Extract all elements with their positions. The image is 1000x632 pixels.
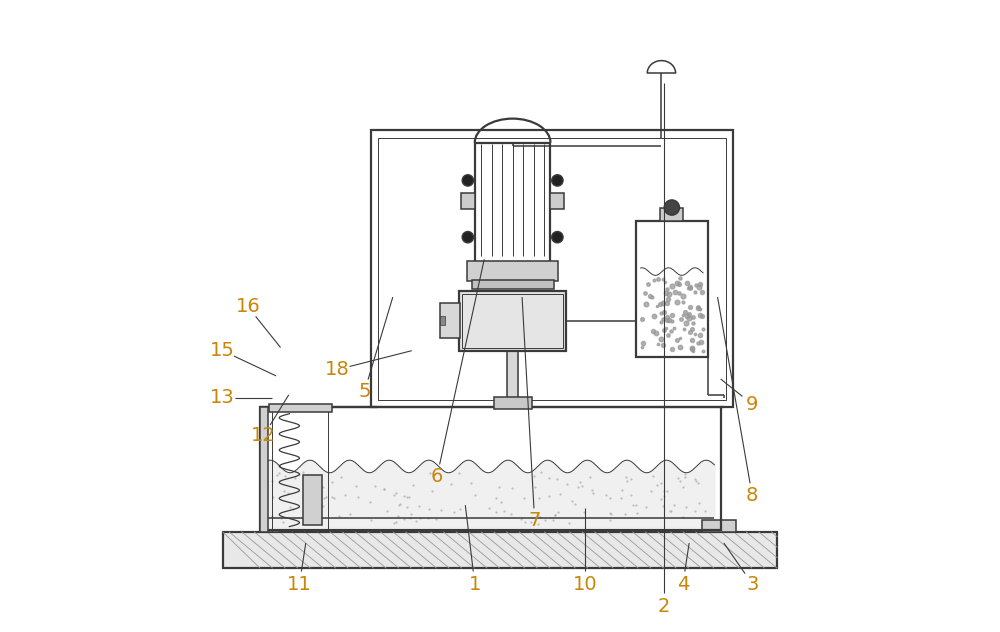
Circle shape <box>462 231 474 243</box>
Bar <box>269 404 332 413</box>
Bar <box>494 398 532 409</box>
Text: 15: 15 <box>210 341 235 360</box>
Bar <box>440 316 445 325</box>
Text: 10: 10 <box>573 574 597 593</box>
Bar <box>272 408 328 532</box>
Bar <box>378 138 726 400</box>
Bar <box>303 475 322 525</box>
Circle shape <box>552 174 563 186</box>
Bar <box>660 207 683 221</box>
Circle shape <box>552 231 563 243</box>
Text: 4: 4 <box>677 574 689 593</box>
Text: 18: 18 <box>325 360 350 379</box>
Bar <box>371 130 733 408</box>
Bar <box>472 280 554 289</box>
Bar <box>223 532 777 568</box>
Text: 9: 9 <box>746 395 758 414</box>
Bar <box>264 530 279 532</box>
Bar <box>440 303 460 338</box>
Text: 8: 8 <box>746 486 758 505</box>
Circle shape <box>664 200 679 215</box>
Text: 5: 5 <box>358 382 371 401</box>
Bar <box>702 520 736 532</box>
Text: 3: 3 <box>746 574 758 593</box>
Text: 1: 1 <box>469 574 481 593</box>
Text: 16: 16 <box>235 297 260 316</box>
Bar <box>550 193 564 209</box>
Bar <box>260 408 721 530</box>
Text: 11: 11 <box>287 574 312 593</box>
Bar <box>467 261 558 281</box>
Bar <box>459 291 566 351</box>
Bar <box>461 193 475 209</box>
Text: 12: 12 <box>251 427 276 446</box>
Bar <box>462 294 563 348</box>
Bar <box>707 527 731 532</box>
Bar <box>507 351 518 408</box>
Text: 13: 13 <box>210 389 235 408</box>
Text: 7: 7 <box>528 511 541 530</box>
Bar <box>260 408 268 532</box>
Text: 2: 2 <box>658 597 670 616</box>
Text: 6: 6 <box>431 467 443 486</box>
Bar <box>475 143 550 262</box>
Circle shape <box>462 174 474 186</box>
Bar <box>636 221 708 357</box>
